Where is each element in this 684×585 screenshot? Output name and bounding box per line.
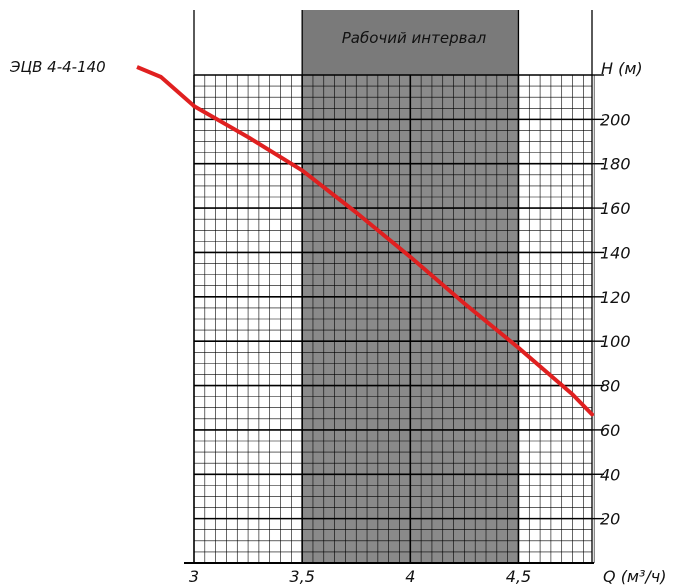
label-layer: Рабочий интервал H (м) ЭЦВ 4-4-140 Q (м³… — [9, 29, 667, 585]
curve-legend-label: ЭЦВ 4-4-140 — [9, 58, 106, 76]
x-tick-label: 3,5 — [289, 567, 314, 585]
curve-layer — [159, 75, 594, 417]
y-tick-label: 80 — [600, 377, 620, 396]
y-tick-label: 160 — [600, 199, 631, 218]
y-tick-label: 60 — [600, 421, 620, 440]
y-tick-label: 40 — [600, 465, 620, 484]
x-tick-label: 4 — [405, 567, 415, 585]
x-axis-label-q: Q — [603, 567, 616, 585]
y-tick-label: 180 — [600, 155, 631, 174]
x-tick-label: 3 — [189, 567, 199, 585]
y-axis-label: H (м) — [601, 59, 643, 78]
y-tick-label: 200 — [600, 110, 631, 129]
x-axis-unit: (м³/ч) — [621, 567, 667, 585]
curve-legend-connector — [159, 75, 196, 109]
working-range-header — [302, 10, 519, 75]
curve-legend-line — [136, 65, 162, 79]
y-tick-label: 100 — [600, 332, 631, 351]
y-tick-label: 140 — [600, 243, 631, 262]
y-tick-label: 120 — [600, 288, 631, 307]
pump-curve-line — [192, 104, 594, 417]
chart-grid — [184, 10, 604, 564]
x-tick-label: 4,5 — [506, 567, 531, 585]
working-range-label: Рабочий интервал — [342, 29, 487, 47]
x-axis-label: Q (м³/ч) — [603, 567, 667, 585]
y-tick-label: 20 — [600, 510, 620, 529]
